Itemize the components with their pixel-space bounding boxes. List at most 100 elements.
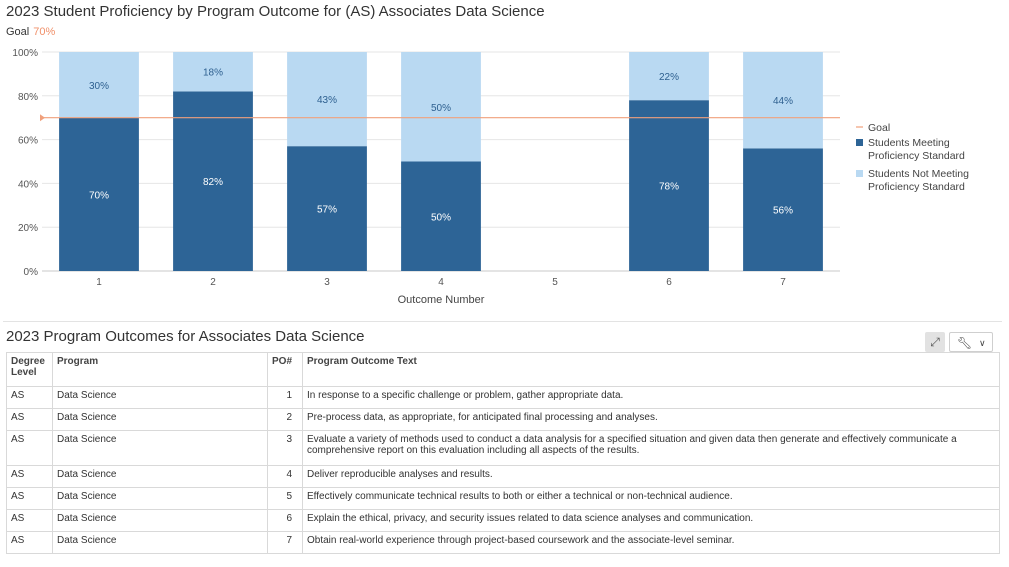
outcomes-panel: 2023 Program Outcomes for Associates Dat… <box>3 321 1002 566</box>
cell-outcome-text: Effectively communicate technical result… <box>302 487 1000 510</box>
bar-not-meeting <box>59 52 139 118</box>
expand-icon: ⤢ <box>930 335 940 349</box>
cell-po-number: 2 <box>267 408 303 431</box>
cell-program: Data Science <box>52 430 268 466</box>
y-tick-label: 40% <box>18 179 38 190</box>
bar-not-meeting <box>401 52 481 162</box>
bar-meeting <box>629 100 709 272</box>
cell-degree-level: AS <box>6 408 53 431</box>
cell-degree-level: AS <box>6 430 53 466</box>
x-axis-title: Outcome Number <box>398 294 485 306</box>
cell-program: Data Science <box>52 465 268 488</box>
bar-meeting <box>287 146 367 271</box>
cell-outcome-text: Evaluate a variety of methods used to co… <box>302 430 1000 466</box>
cell-po-number: 5 <box>267 487 303 510</box>
legend-not-meeting-label: Students Not Meeting Proficiency Standard <box>868 168 969 193</box>
chevron-down-icon: ∨ <box>979 338 986 348</box>
wrench-icon: 🔧︎ <box>957 336 973 350</box>
bar-meeting <box>401 161 481 271</box>
table-row: AS Data Science 3 Evaluate a variety of met… <box>6 430 1000 466</box>
bar-meeting <box>59 117 139 271</box>
bar-meeting <box>173 91 253 271</box>
cell-po-number: 4 <box>267 465 303 488</box>
cell-po-number: 7 <box>267 531 303 554</box>
cell-outcome-text: Obtain real-world experience through pro… <box>302 531 1000 554</box>
expand-button[interactable]: ⤢ <box>925 332 945 352</box>
cell-degree-level: AS <box>6 531 53 554</box>
legend-meeting-swatch <box>856 139 863 146</box>
x-tick-label: 3 <box>324 277 330 288</box>
header-program[interactable]: Program <box>52 352 268 387</box>
chart-axes: 0% 20% 40% 60% 80% 100% 1 2 3 4 5 6 7 Outcome Number <box>12 48 786 306</box>
bar-not-meeting <box>629 52 709 101</box>
chart-legend: Goal Students Meeting Proficiency Standard… <box>856 122 969 193</box>
cell-outcome-text: In response to a specific challenge or p… <box>302 386 1000 409</box>
cell-po-number: 1 <box>267 386 303 409</box>
outcomes-table: Degree Level Program PO# Program Outcome… <box>6 352 1000 554</box>
cell-program: Data Science <box>52 509 268 532</box>
chart-goal-line <box>40 114 840 122</box>
cell-po-number: 6 <box>267 509 303 532</box>
table-header-row: Degree Level Program PO# Program Outcome… <box>6 352 1000 387</box>
data-label-meeting: 57% <box>317 205 337 216</box>
table-row: AS Data Science 5 Effectively communicate t… <box>6 487 1000 510</box>
cell-outcome-text: Explain the ethical, privacy, and securi… <box>302 509 1000 532</box>
data-label-meeting: 78% <box>659 182 679 193</box>
x-tick-label: 7 <box>780 277 786 288</box>
table-row: AS Data Science 4 Deliver reproducible anal… <box>6 465 1000 488</box>
goal-label-value: 70% <box>33 26 56 38</box>
goal-label: Goal 70% <box>6 26 55 38</box>
tools-menu-button[interactable]: 🔧︎ ∨ <box>949 332 993 352</box>
x-tick-label: 4 <box>438 277 444 288</box>
x-tick-label: 2 <box>210 277 216 288</box>
cell-po-number: 3 <box>267 430 303 466</box>
data-label-not-meeting: 18% <box>203 68 223 79</box>
bar-not-meeting <box>743 52 823 149</box>
cell-degree-level: AS <box>6 386 53 409</box>
cell-degree-level: AS <box>6 509 53 532</box>
proficiency-chart: 70% 30% 82% 18% 57% 43% 50% 50% 78% 22% 56% 44% 0% 2… <box>12 48 969 306</box>
table-title: 2023 Program Outcomes for Associates Dat… <box>6 328 365 345</box>
table-row: AS Data Science 2 Pre-process data, as appr… <box>6 408 1000 431</box>
data-label-not-meeting: 50% <box>431 103 451 114</box>
table-row: AS Data Science 1 In response to a specific… <box>6 386 1000 409</box>
x-tick-label: 5 <box>552 277 558 288</box>
data-label-not-meeting: 30% <box>89 81 109 92</box>
y-tick-label: 100% <box>12 48 38 59</box>
data-label-not-meeting: 43% <box>317 95 337 106</box>
x-tick-label: 1 <box>96 277 102 288</box>
header-outcome-text[interactable]: Program Outcome Text <box>302 352 1000 387</box>
bar-meeting <box>743 148 823 271</box>
bar-not-meeting <box>173 52 253 92</box>
chart-title: 2023 Student Proficiency by Program Outc… <box>6 3 545 20</box>
cell-outcome-text: Deliver reproducible analyses and result… <box>302 465 1000 488</box>
data-label-meeting: 56% <box>773 206 793 217</box>
header-po-number[interactable]: PO# <box>267 352 303 387</box>
table-body: AS Data Science 1 In response to a specific… <box>6 386 1000 554</box>
data-label-not-meeting: 44% <box>773 96 793 107</box>
chart-bars <box>59 52 823 272</box>
x-tick-label: 6 <box>666 277 672 288</box>
cell-degree-level: AS <box>6 487 53 510</box>
cell-program: Data Science <box>52 487 268 510</box>
legend-not-meeting-swatch <box>856 170 863 177</box>
goal-label-text: Goal <box>6 26 30 38</box>
data-label-meeting: 70% <box>89 190 109 201</box>
legend-goal-label: Goal <box>868 122 890 134</box>
data-label-meeting: 50% <box>431 212 451 223</box>
data-label-meeting: 82% <box>203 177 223 188</box>
cell-program: Data Science <box>52 386 268 409</box>
bar-not-meeting <box>287 52 367 147</box>
cell-degree-level: AS <box>6 465 53 488</box>
header-degree-level[interactable]: Degree Level <box>6 352 53 387</box>
y-tick-label: 20% <box>18 223 38 234</box>
data-label-not-meeting: 22% <box>659 72 679 83</box>
chart-data-labels: 70% 30% 82% 18% 57% 43% 50% 50% 78% 22% 56% 44% <box>89 68 793 224</box>
cell-outcome-text: Pre-process data, as appropriate, for an… <box>302 408 1000 431</box>
y-tick-label: 80% <box>18 92 38 103</box>
goal-marker <box>40 114 45 122</box>
table-row: AS Data Science 7 Obtain real-world experie… <box>6 531 1000 554</box>
legend-meeting-label: Students Meeting Proficiency Standard <box>868 137 965 162</box>
y-tick-label: 60% <box>18 136 38 147</box>
cell-program: Data Science <box>52 408 268 431</box>
